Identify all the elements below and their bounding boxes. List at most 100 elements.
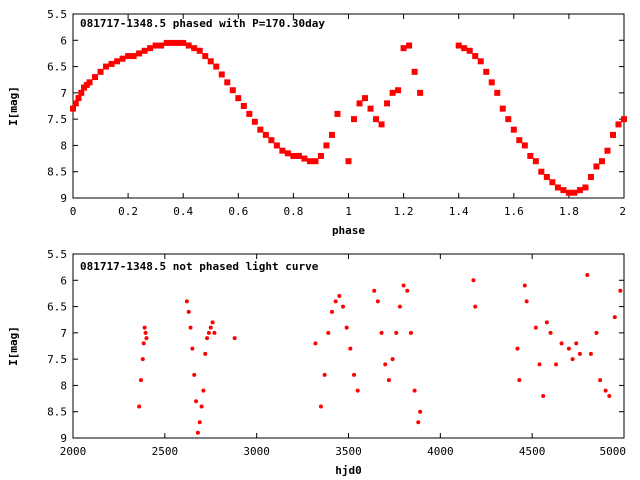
data-point [136, 50, 143, 57]
data-point [207, 58, 214, 65]
x-tick-label: 0.6 [228, 205, 248, 218]
data-point [138, 378, 143, 383]
data-point [174, 39, 181, 46]
x-tick-label: 1.8 [559, 205, 579, 218]
data-point [471, 278, 476, 283]
phased-chart: 5.5 6 6.5 7 7.5 8 8.5 9 0 0.2 0.4 0.6 0.8 1 1.2 1.4 1.6… [7, 8, 627, 237]
data-point [373, 116, 380, 123]
data-point [537, 362, 542, 367]
data-point [405, 288, 410, 293]
data-point [352, 372, 357, 377]
data-point [554, 362, 559, 367]
data-point [585, 273, 590, 278]
data-point [206, 330, 211, 335]
y-tick-label: 6.5 [47, 61, 67, 74]
data-point [524, 299, 529, 304]
data-point [517, 378, 522, 383]
data-point [521, 142, 528, 149]
data-point [147, 45, 154, 52]
data-point [333, 299, 338, 304]
data-point [268, 137, 275, 144]
data-point [494, 89, 501, 96]
data-point [516, 137, 523, 144]
y-tick-label: 9 [60, 192, 67, 205]
data-point [108, 60, 115, 67]
data-point [75, 95, 82, 102]
data-point [618, 288, 623, 293]
data-point [323, 142, 330, 149]
data-point [213, 63, 220, 70]
data-point [400, 45, 407, 52]
data-point [210, 320, 215, 325]
data-point [607, 393, 612, 398]
x-tick-label: 4500 [519, 445, 546, 458]
y-tick-label: 8.5 [47, 406, 67, 419]
unphased-points [137, 273, 623, 435]
data-point [372, 288, 377, 293]
data-point [401, 283, 406, 288]
data-point [212, 330, 217, 335]
y-tick-label: 8 [60, 139, 67, 152]
data-point [141, 341, 146, 346]
data-point [328, 131, 335, 138]
data-point [527, 152, 534, 159]
data-point [235, 95, 242, 102]
data-point [190, 346, 195, 351]
data-point [609, 131, 616, 138]
data-point [295, 152, 302, 159]
data-point [130, 53, 137, 60]
y-tick-label: 9 [60, 432, 67, 445]
phased-y-axis-label: I[mag] [7, 86, 20, 126]
unphased-chart-title: 081717-1348.5 not phased light curve [80, 260, 319, 273]
data-point [232, 336, 237, 341]
data-point [390, 357, 395, 362]
data-point [144, 336, 149, 341]
data-point [344, 325, 349, 330]
data-point [522, 283, 527, 288]
data-point [384, 100, 391, 107]
data-point [588, 351, 593, 356]
data-point [576, 187, 583, 194]
data-point [194, 399, 199, 404]
data-point [505, 116, 512, 123]
y-tick-label: 7.5 [47, 353, 67, 366]
data-point [240, 103, 247, 109]
data-point [246, 110, 253, 117]
data-point [577, 351, 582, 356]
data-point [559, 341, 564, 346]
data-point [544, 320, 549, 325]
data-point [408, 330, 413, 335]
data-point [455, 42, 462, 49]
data-point [543, 173, 550, 180]
data-point [72, 100, 79, 107]
data-point [466, 47, 473, 54]
x-tick-label: 1.2 [394, 205, 414, 218]
data-point [355, 388, 360, 393]
data-point [598, 158, 605, 165]
data-point [406, 42, 413, 49]
data-point [301, 155, 308, 162]
data-point [593, 163, 600, 170]
data-point [163, 39, 170, 46]
data-point [142, 325, 147, 330]
data-point [197, 420, 202, 425]
y-tick-label: 6 [60, 34, 67, 47]
unphased-y-axis-label: I[mag] [7, 326, 20, 366]
data-point [312, 158, 319, 165]
data-point [417, 89, 424, 96]
data-point [587, 173, 594, 180]
data-point [191, 45, 198, 52]
data-point [604, 147, 611, 154]
data-point [483, 68, 490, 75]
data-point [152, 42, 159, 49]
y-tick-label: 6.5 [47, 301, 67, 314]
x-tick-label: 4000 [427, 445, 454, 458]
data-point [574, 341, 579, 346]
data-point [386, 378, 391, 383]
data-point [378, 121, 385, 128]
data-point [119, 55, 126, 62]
data-point [477, 58, 484, 65]
data-point [538, 168, 545, 175]
data-point [615, 121, 622, 128]
data-point [125, 53, 132, 60]
